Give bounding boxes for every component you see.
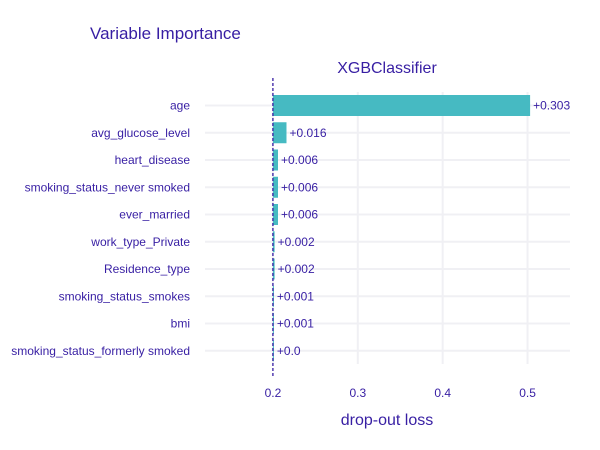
y-tick-label: Residence_type — [104, 262, 190, 276]
data-label: +0.002 — [278, 262, 315, 276]
data-label: +0.006 — [281, 208, 318, 222]
bar-smoking-status-never-smoked — [272, 176, 278, 198]
bars — [272, 95, 531, 362]
y-tick-label: bmi — [171, 317, 190, 331]
y-tick-label: heart_disease — [115, 153, 191, 167]
data-label: +0.001 — [277, 289, 314, 303]
data-label: +0.006 — [281, 180, 318, 194]
bar-age — [272, 95, 531, 116]
bar-work-type-private — [272, 231, 275, 253]
bar-ever-married — [272, 204, 278, 225]
x-tick-label: 0.3 — [349, 386, 366, 400]
chart-title: Variable Importance — [90, 24, 241, 43]
bar-smoking-status-smokes — [272, 285, 274, 307]
data-label: +0.016 — [289, 126, 326, 140]
gridlines — [205, 92, 570, 364]
x-tick-label: 0.2 — [265, 386, 282, 400]
chart-subtitle: XGBClassifier — [337, 60, 437, 77]
data-label: +0.303 — [533, 99, 570, 113]
data-label: +0.002 — [278, 235, 315, 249]
data-label: +0.0 — [277, 344, 301, 358]
x-axis-ticks: 0.2 0.3 0.4 0.5 — [265, 386, 537, 400]
y-tick-label: smoking_status_smokes — [59, 289, 190, 303]
bar-residence-type — [272, 258, 275, 280]
x-tick-label: 0.4 — [434, 386, 451, 400]
y-tick-label: ever_married — [119, 208, 190, 222]
data-label: +0.006 — [281, 153, 318, 167]
data-label: +0.001 — [277, 317, 314, 331]
x-axis-title: drop-out loss — [341, 412, 434, 429]
y-tick-label: smoking_status_formerly smoked — [11, 344, 190, 358]
y-tick-label: age — [170, 99, 190, 113]
y-tick-label: work_type_Private — [90, 235, 190, 249]
bar-avg-glucose-level — [272, 122, 287, 144]
y-tick-label: smoking_status_never smoked — [25, 180, 190, 194]
bar-heart-disease — [272, 149, 278, 171]
y-axis-labels: age avg_glucose_level heart_diseasesmoking… — [11, 99, 190, 358]
data-labels: +0.303 +0.016 +0.006 +0.006 +0.006 +0.002 +0.0… — [277, 99, 571, 358]
y-tick-label: avg_glucose_level — [91, 126, 190, 140]
x-tick-label: 0.5 — [519, 386, 536, 400]
